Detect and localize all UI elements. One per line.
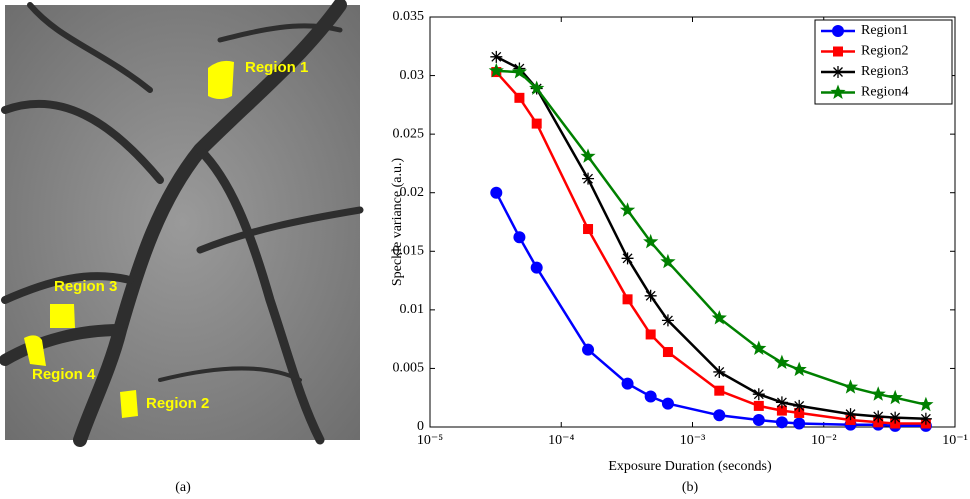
marker [580,148,596,163]
series-line [495,55,926,421]
marker [752,388,765,401]
marker [621,377,634,390]
region-label: Region 2 [146,395,209,412]
marker [531,118,542,129]
marker [794,407,805,418]
marker [619,202,636,217]
marker [514,92,525,103]
y-tick-label: 0.005 [393,361,425,376]
marker [752,413,765,426]
region-label: Region 3 [54,278,117,295]
marker [775,396,788,409]
marker [872,410,885,423]
y-tick-label: 0.035 [393,9,425,24]
marker [919,412,932,425]
marker [713,409,726,422]
marker [918,396,934,412]
marker [644,289,657,302]
marker [490,50,503,63]
y-tick-label: 0 [417,419,424,434]
marker [774,354,790,369]
y-axis-label: Speckle variance (a.u.) [390,158,405,287]
x-axis-label: Exposure Duration (seconds) [608,459,772,474]
marker [870,386,886,401]
marker [793,417,806,430]
marker [889,411,902,424]
marker [661,397,674,410]
marker [530,261,543,274]
marker [775,416,788,429]
x-tick-label: 10⁻⁴ [548,433,574,448]
marker [582,343,595,356]
marker [832,25,844,37]
marker [753,400,764,411]
legend-label: Region1 [861,23,908,38]
caption: (b) [682,480,699,495]
x-tick-label: 10⁻¹ [942,433,968,448]
marker [832,66,844,78]
y-tick-label: 0.01 [400,302,425,317]
marker [582,172,595,185]
legend-label: Region3 [861,64,908,79]
brain-image: Region 1 Region 3 Region 4 Region 2 [0,0,364,447]
legend-label: Region2 [861,44,908,59]
series-line [496,69,927,406]
marker [583,224,594,235]
marker [643,233,659,249]
region-label: Region 4 [32,366,96,383]
marker [621,252,634,265]
series-line [495,71,926,425]
x-tick-label: 10⁻² [811,433,837,448]
marker [488,62,504,78]
marker [622,294,633,305]
marker [511,64,527,79]
marker [662,347,673,358]
x-tick-label: 10⁻⁵ [417,433,443,448]
marker [713,365,726,378]
marker [490,186,503,199]
marker [660,253,676,269]
region-label: Region 1 [245,59,308,76]
marker [529,80,545,95]
marker [791,361,807,377]
x-tick-label: 10⁻³ [680,433,706,448]
caption: (a) [175,480,191,495]
marker [711,310,727,325]
marker [645,329,656,340]
legend-label: Region4 [861,85,908,100]
marker [793,399,806,412]
marker [661,314,674,327]
y-tick-label: 0.03 [400,68,425,83]
marker [751,340,767,355]
marker [714,385,725,396]
y-tick-label: 0.015 [393,244,425,259]
marker [513,231,526,244]
marker [844,408,857,421]
marker [842,379,859,394]
marker [644,390,657,403]
y-tick-label: 0.02 [400,185,425,200]
marker [887,389,903,405]
marker [776,405,787,416]
marker [830,84,846,99]
y-tick-label: 0.025 [393,126,425,141]
marker [833,46,843,57]
